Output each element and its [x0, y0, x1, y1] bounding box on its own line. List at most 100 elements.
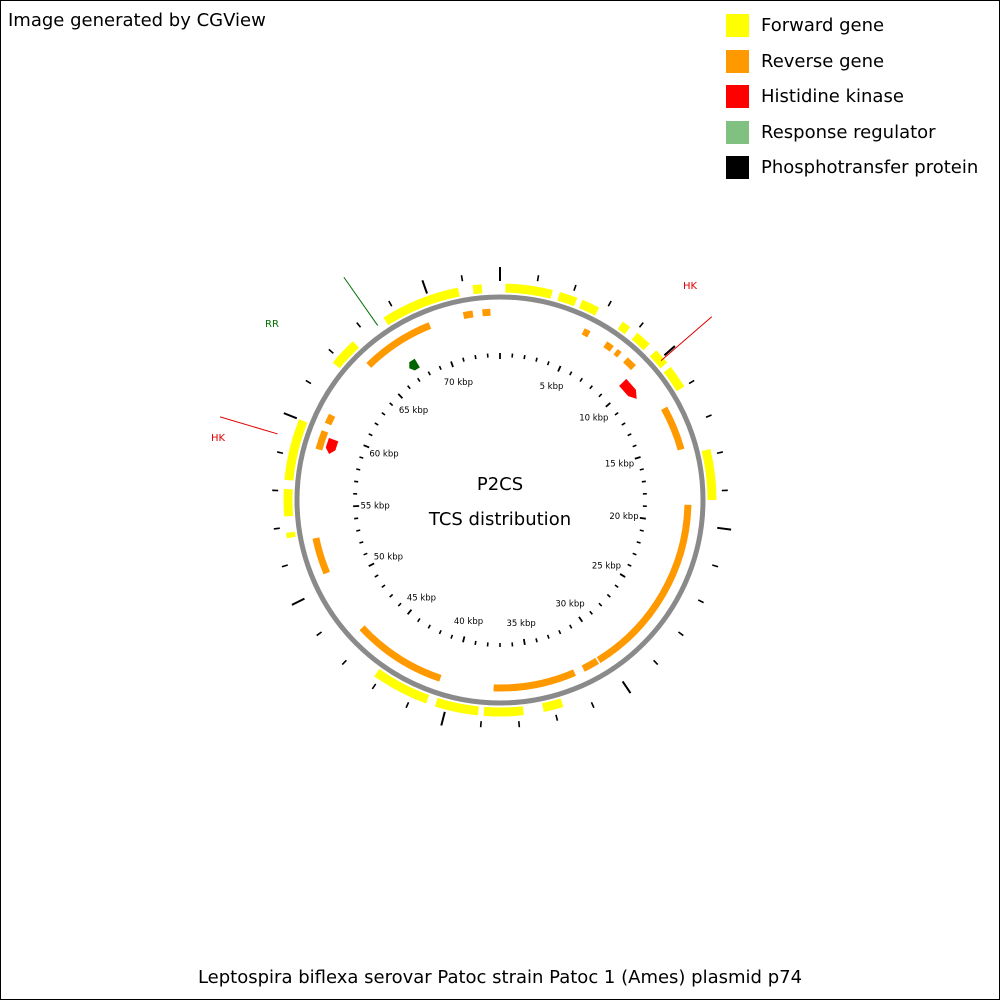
forward-gene-arc [472, 284, 483, 295]
inner-tick [535, 357, 538, 362]
reverse-gene-swatch [726, 49, 749, 73]
reverse-gene-arc [359, 625, 373, 639]
plasmid-title: Leptospira biflexa serovar Patoc strain … [197, 967, 803, 988]
tick-label: 20 kbp [609, 512, 638, 522]
tick-label: 40 kbp [454, 617, 483, 627]
inner-tick [368, 562, 375, 567]
phosphotransfer-protein-swatch [726, 156, 749, 180]
tick-label: 70 kbp [444, 378, 473, 388]
callout-group: HK RR HK [211, 276, 713, 444]
tick-label: 35 kbp [507, 619, 536, 629]
inner-tick [627, 563, 632, 567]
inner-tick [558, 629, 562, 635]
legend-item-histidine-kinase: Histidine kinase [726, 79, 978, 115]
histidine-kinase-feature [619, 378, 637, 399]
inner-tick [619, 573, 626, 578]
outer-tick [291, 597, 305, 606]
inner-tick [579, 377, 583, 382]
inner-tick [632, 444, 637, 448]
inner-tick [639, 517, 646, 520]
callout-label: RR [265, 319, 279, 330]
legend-label: Reverse gene [761, 50, 885, 72]
histidine-kinase-feature [325, 437, 339, 454]
inner-tick [535, 638, 538, 643]
outer-tick [621, 680, 632, 694]
inner-tick [589, 610, 593, 615]
inner-tick [546, 361, 550, 366]
forward-gene-swatch [726, 14, 749, 38]
histidine-kinase-swatch [726, 85, 749, 109]
outer-tick [717, 526, 732, 531]
credit-text: Image generated by CGView [8, 10, 266, 31]
inner-tick [427, 624, 431, 629]
tick-label: 45 kbp [407, 593, 436, 603]
center-title: P2CS [477, 474, 523, 495]
inner-tick [407, 385, 411, 390]
inner-tick [614, 411, 619, 416]
reverse-gene-arc [366, 322, 432, 368]
response-regulator-feature [409, 358, 420, 371]
inner-tick [474, 354, 477, 360]
outer-tick [573, 284, 577, 291]
outer-tick [328, 348, 334, 354]
legend: Forward gene Reverse gene Histidine kina… [726, 8, 978, 186]
inner-tick [359, 456, 364, 459]
callout-label: HK [211, 433, 226, 444]
outer-tick [716, 451, 724, 455]
forward-gene-arc [663, 366, 685, 392]
reverse-gene-arc [482, 308, 491, 317]
outer-tick [705, 414, 712, 418]
forward-gene-track [283, 283, 717, 717]
inner-tick [627, 433, 632, 437]
inner-tick [614, 584, 619, 589]
legend-item-phosphotransfer-protein: Phosphotransfer protein [726, 150, 978, 186]
reverse-gene-arc [324, 413, 336, 426]
reverse-gene-arc [596, 504, 692, 664]
outer-tick [356, 322, 362, 328]
reverse-gene-arc [367, 633, 442, 682]
reverse-gene-arc [462, 310, 474, 320]
callout-leader-line [343, 276, 379, 326]
inner-tick [438, 629, 442, 635]
forward-gene-arc [374, 668, 430, 704]
inner-tick [363, 552, 368, 556]
tick-label: 15 kbp [605, 459, 634, 469]
inner-tick [462, 636, 466, 643]
inner-tick [621, 422, 626, 426]
inner-tick [354, 480, 359, 483]
inner-tick [397, 393, 404, 399]
reverse-gene-arc [613, 348, 622, 358]
forward-gene-arc [557, 291, 578, 307]
callout-leader-line [660, 316, 713, 362]
outer-tick [460, 275, 464, 282]
outer-tick [440, 711, 446, 726]
forward-gene-arc [332, 341, 360, 369]
reverse-gene-arc [581, 657, 600, 672]
forward-gene-arc [434, 697, 479, 716]
inner-tick [450, 361, 454, 368]
forward-gene-arc [649, 350, 668, 369]
inner-tick [374, 574, 379, 578]
inner-tick [417, 618, 421, 623]
outer-tick [388, 300, 393, 307]
callout-leader-line [219, 416, 278, 435]
center-subtitle: TCS distribution [428, 509, 571, 530]
outer-tick-ring [272, 267, 732, 728]
outer-tick [663, 345, 676, 357]
inner-tick [598, 393, 603, 398]
inner-tick [606, 593, 611, 598]
inner-tick [641, 480, 646, 483]
reverse-gene-arc [661, 406, 685, 451]
forward-gene-arc [578, 299, 600, 316]
forward-gene-arc [284, 419, 308, 481]
inner-tick [546, 634, 550, 639]
outer-tick [607, 300, 612, 307]
inner-tick [578, 616, 584, 623]
forward-gene-arc [483, 706, 524, 717]
outer-tick [316, 631, 322, 637]
inner-tick [359, 541, 364, 544]
inner-tick [569, 371, 573, 376]
inner-tick [354, 517, 359, 520]
